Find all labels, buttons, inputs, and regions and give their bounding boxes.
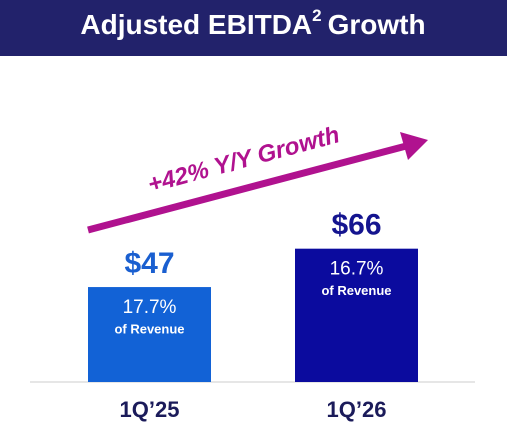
margin-label: 16.7% <box>330 259 384 280</box>
title-main: Adjusted EBITDA <box>80 9 312 40</box>
margin-label: 17.7% <box>123 297 177 318</box>
bar <box>295 248 418 382</box>
growth-arrow-shaft <box>87 141 411 234</box>
header-band <box>0 0 507 56</box>
title-suffix: Growth <box>328 9 426 40</box>
title-superscript: 2 <box>312 6 321 25</box>
chart-title: Adjusted EBITDA2 Growth <box>80 6 425 40</box>
margin-caption: of Revenue <box>114 321 184 336</box>
x-tick-label: 1Q’25 <box>120 397 180 422</box>
bar <box>88 287 211 382</box>
x-tick-label: 1Q’26 <box>327 397 387 422</box>
value-label: $66 <box>331 209 381 242</box>
value-label: $47 <box>124 247 174 280</box>
margin-caption: of Revenue <box>321 283 391 298</box>
growth-arrow-head <box>400 132 428 160</box>
